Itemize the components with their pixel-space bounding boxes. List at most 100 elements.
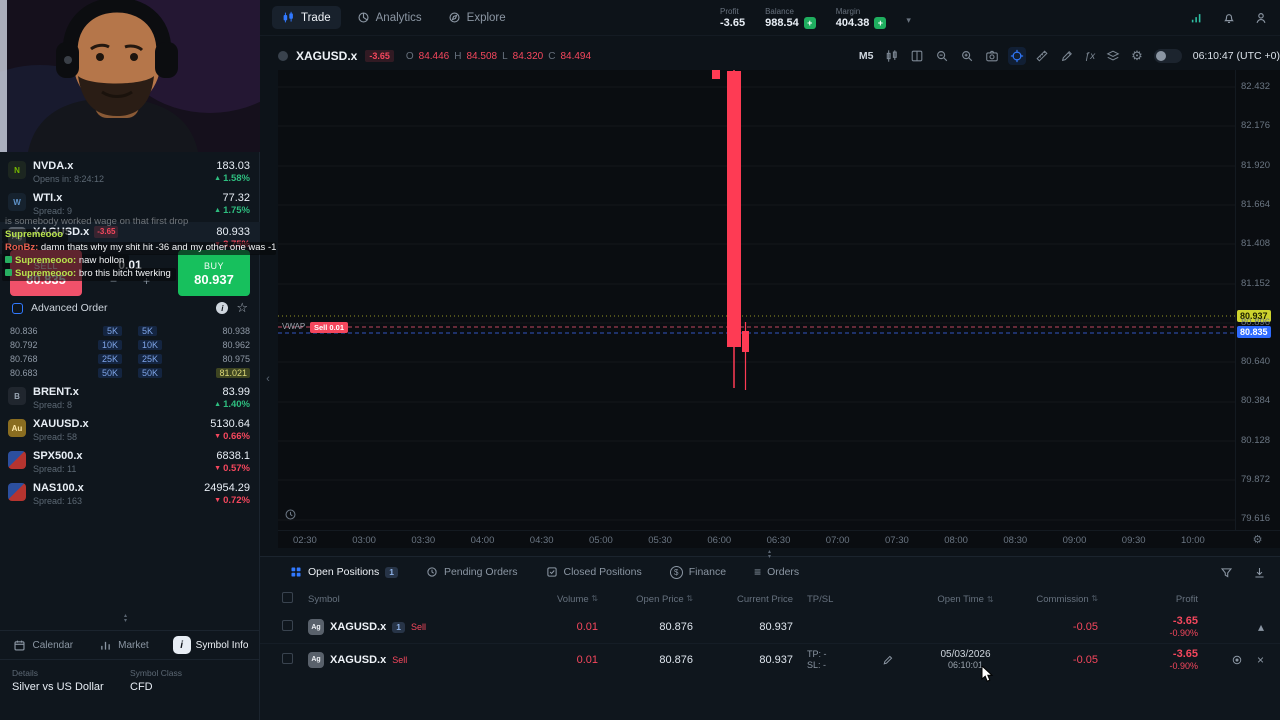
account-dropdown-chevron[interactable]: ▾ bbox=[906, 14, 911, 25]
time-axis[interactable]: 02:30 03:00 03:30 04:00 04:30 05:00 05:30 06:00… bbox=[278, 530, 1235, 548]
column-open-price[interactable]: Open Price ⇅ bbox=[636, 593, 693, 605]
collapse-group-chevron-icon[interactable]: ▴ bbox=[1257, 620, 1264, 634]
measure-ruler-icon[interactable] bbox=[1035, 49, 1049, 63]
sidebar-resize-handle[interactable]: ▴ ▾ bbox=[124, 613, 128, 624]
chart-area[interactable]: VWAP Sell 0.01 80.937 80.835 82.432 82.17… bbox=[278, 70, 1280, 548]
margin-stat: Margin 404.38 + bbox=[836, 7, 887, 29]
tab-calendar[interactable]: Calendar bbox=[12, 637, 73, 653]
dom-row[interactable]: 80.768 25K 25K 80.975 bbox=[10, 354, 250, 364]
indicators-icon[interactable]: ƒx bbox=[1084, 50, 1096, 62]
layers-templates-icon[interactable] bbox=[1106, 49, 1120, 63]
chart-symbol[interactable]: XAGUSD.x bbox=[296, 49, 358, 63]
panel-resize-handle[interactable]: ▴ ▾ bbox=[768, 549, 772, 560]
watchlist-row-brent[interactable]: B BRENT.x 83.99 Spread: 8 ▲ 1.40% bbox=[0, 382, 260, 414]
filter-icon[interactable] bbox=[1220, 566, 1233, 579]
toggle-knob bbox=[1155, 51, 1166, 61]
chart-layout-icon[interactable] bbox=[910, 49, 924, 63]
nav-tab-explore[interactable]: Explore bbox=[438, 6, 516, 29]
sell-button[interactable]: SELL 80.835 bbox=[10, 250, 82, 296]
tab-market[interactable]: Market bbox=[97, 637, 149, 653]
price-tick: 80.640 bbox=[1241, 356, 1271, 368]
watchlist-row-nvda[interactable]: N NVDA.x 183.03 Opens in: 8:24:12 ▲ 1.58% bbox=[0, 156, 260, 188]
sidebar-collapse-handle[interactable]: ‹ bbox=[266, 373, 270, 385]
top-navigation-bar: Trade Analytics Explore Profit -3.65 Bal… bbox=[260, 0, 1280, 36]
margin-add-button[interactable]: + bbox=[874, 16, 887, 29]
down-arrow-icon: ▼ bbox=[214, 465, 222, 472]
dom-row[interactable]: 80.836 5K 5K 80.938 bbox=[10, 326, 250, 336]
tab-closed-positions[interactable]: Closed Positions bbox=[546, 566, 642, 578]
price-axis[interactable]: 80.937 80.835 82.432 82.176 81.920 81.664 81… bbox=[1235, 70, 1280, 530]
watchlist-row-spx500[interactable]: SPX500.x 6838.1 Spread: 11 ▼ 0.57% bbox=[0, 446, 260, 478]
export-download-icon[interactable] bbox=[1253, 566, 1266, 579]
close-position-icon[interactable]: × bbox=[1256, 652, 1264, 667]
profit-stat: Profit -3.65 bbox=[720, 6, 746, 29]
chart-settings-gear-icon[interactable]: ⚙ bbox=[1131, 48, 1143, 63]
favorite-star-icon[interactable]: ☆ bbox=[236, 300, 248, 315]
position-label-chip[interactable]: Sell 0.01 bbox=[310, 322, 349, 333]
market-icon bbox=[97, 637, 113, 653]
notifications-bell-icon[interactable] bbox=[1222, 11, 1236, 25]
row-checkbox[interactable] bbox=[282, 652, 293, 664]
zoom-out-icon[interactable] bbox=[935, 49, 949, 63]
watchlist-row-wti[interactable]: W WTI.x 77.32 Spread: 9 ▲ 1.75% bbox=[0, 188, 260, 220]
connection-status-icon[interactable] bbox=[1190, 11, 1204, 25]
deposit-button[interactable]: + bbox=[803, 16, 816, 29]
tab-finance[interactable]: $ Finance bbox=[669, 565, 726, 579]
zoom-in-icon[interactable] bbox=[960, 49, 974, 63]
price-tick: 79.616 bbox=[1241, 513, 1271, 525]
column-commission[interactable]: Commission ⇅ bbox=[1036, 593, 1098, 605]
column-profit[interactable]: Profit bbox=[1175, 593, 1198, 605]
group-count-badge: 1 bbox=[392, 621, 405, 633]
time-tick: 05:30 bbox=[648, 535, 672, 546]
advanced-order-label: Advanced Order bbox=[31, 302, 108, 314]
chart-pl-chip: -3.65 bbox=[365, 50, 394, 62]
edit-tpsl-pencil-icon[interactable] bbox=[882, 654, 894, 666]
tab-orders[interactable]: ≡ Orders bbox=[754, 565, 800, 579]
tab-symbol-info[interactable]: i Symbol Info bbox=[172, 636, 248, 654]
quantity-stepper[interactable]: 0.01 − + bbox=[89, 250, 171, 296]
position-group-row[interactable]: Ag XAGUSD.x 1 Sell 0.01 80.876 80.937 -0… bbox=[260, 611, 1280, 643]
dom-row[interactable]: 80.683 50K 50K 81.021 bbox=[10, 366, 250, 380]
time-tick: 04:00 bbox=[470, 535, 495, 546]
tab-open-positions[interactable]: Open Positions 1 bbox=[290, 566, 398, 578]
candlestick-style-icon[interactable] bbox=[885, 49, 899, 63]
dom-row[interactable]: 80.792 10K 10K 80.962 bbox=[10, 340, 250, 350]
timeframe-selector[interactable]: M5 bbox=[858, 50, 874, 62]
tab-pending-orders[interactable]: Pending Orders bbox=[426, 566, 518, 578]
crosshair-icon[interactable] bbox=[1007, 47, 1026, 65]
quantity-value[interactable]: 0.01 bbox=[118, 258, 142, 272]
countdown-clock-icon[interactable] bbox=[284, 508, 297, 521]
watchlist-row-nas100[interactable]: NAS100.x 24954.29 Spread: 163 ▼ 0.72% bbox=[0, 478, 260, 510]
screenshot-camera-icon[interactable] bbox=[985, 49, 999, 63]
partial-close-target-icon[interactable] bbox=[1231, 654, 1243, 666]
axis-corner: ⚙ bbox=[1235, 530, 1280, 548]
select-all-checkbox[interactable] bbox=[282, 592, 293, 603]
nav-tab-trade[interactable]: Trade bbox=[272, 6, 341, 29]
draw-pencil-icon[interactable] bbox=[1060, 49, 1074, 63]
time-tick: 03:00 bbox=[352, 535, 376, 546]
quantity-plus-button[interactable]: + bbox=[143, 274, 151, 288]
time-tick: 04:30 bbox=[529, 535, 554, 546]
price-tick: 81.408 bbox=[1241, 238, 1271, 250]
quantity-minus-button[interactable]: − bbox=[109, 274, 117, 288]
watchlist-sub: Spread: 9 bbox=[33, 206, 73, 216]
axis-settings-gear-icon[interactable]: ⚙ bbox=[1252, 534, 1263, 546]
row-checkbox[interactable] bbox=[282, 620, 293, 631]
column-volume[interactable]: Volume ⇅ bbox=[556, 593, 598, 605]
position-row[interactable]: Ag XAGUSD.x Sell 0.01 80.876 80.937 TP: … bbox=[260, 643, 1280, 675]
info-icon[interactable]: i bbox=[216, 302, 229, 314]
nav-tab-analytics[interactable]: Analytics bbox=[347, 6, 432, 29]
advanced-order-checkbox[interactable] bbox=[12, 302, 23, 314]
xagusd-icon: Ag bbox=[308, 619, 324, 635]
theme-toggle[interactable] bbox=[1153, 49, 1182, 63]
watchlist-row-xauusd[interactable]: Au XAUUSD.x 5130.64 Spread: 58 ▼ 0.66% bbox=[0, 414, 260, 446]
position-pl-badge: -3.65 bbox=[94, 226, 119, 238]
advanced-order-row[interactable]: Advanced Order i ☆ bbox=[12, 300, 248, 315]
column-symbol[interactable]: Symbol bbox=[308, 593, 340, 605]
finance-dollar-icon: $ bbox=[669, 565, 683, 579]
buy-button[interactable]: BUY 80.937 bbox=[178, 250, 250, 296]
column-current-price[interactable]: Current Price bbox=[737, 593, 793, 605]
column-open-time[interactable]: Open Time ⇅ bbox=[937, 593, 994, 605]
symbol-description: Silver vs US Dollar bbox=[12, 681, 104, 693]
user-profile-icon[interactable] bbox=[1254, 11, 1268, 25]
